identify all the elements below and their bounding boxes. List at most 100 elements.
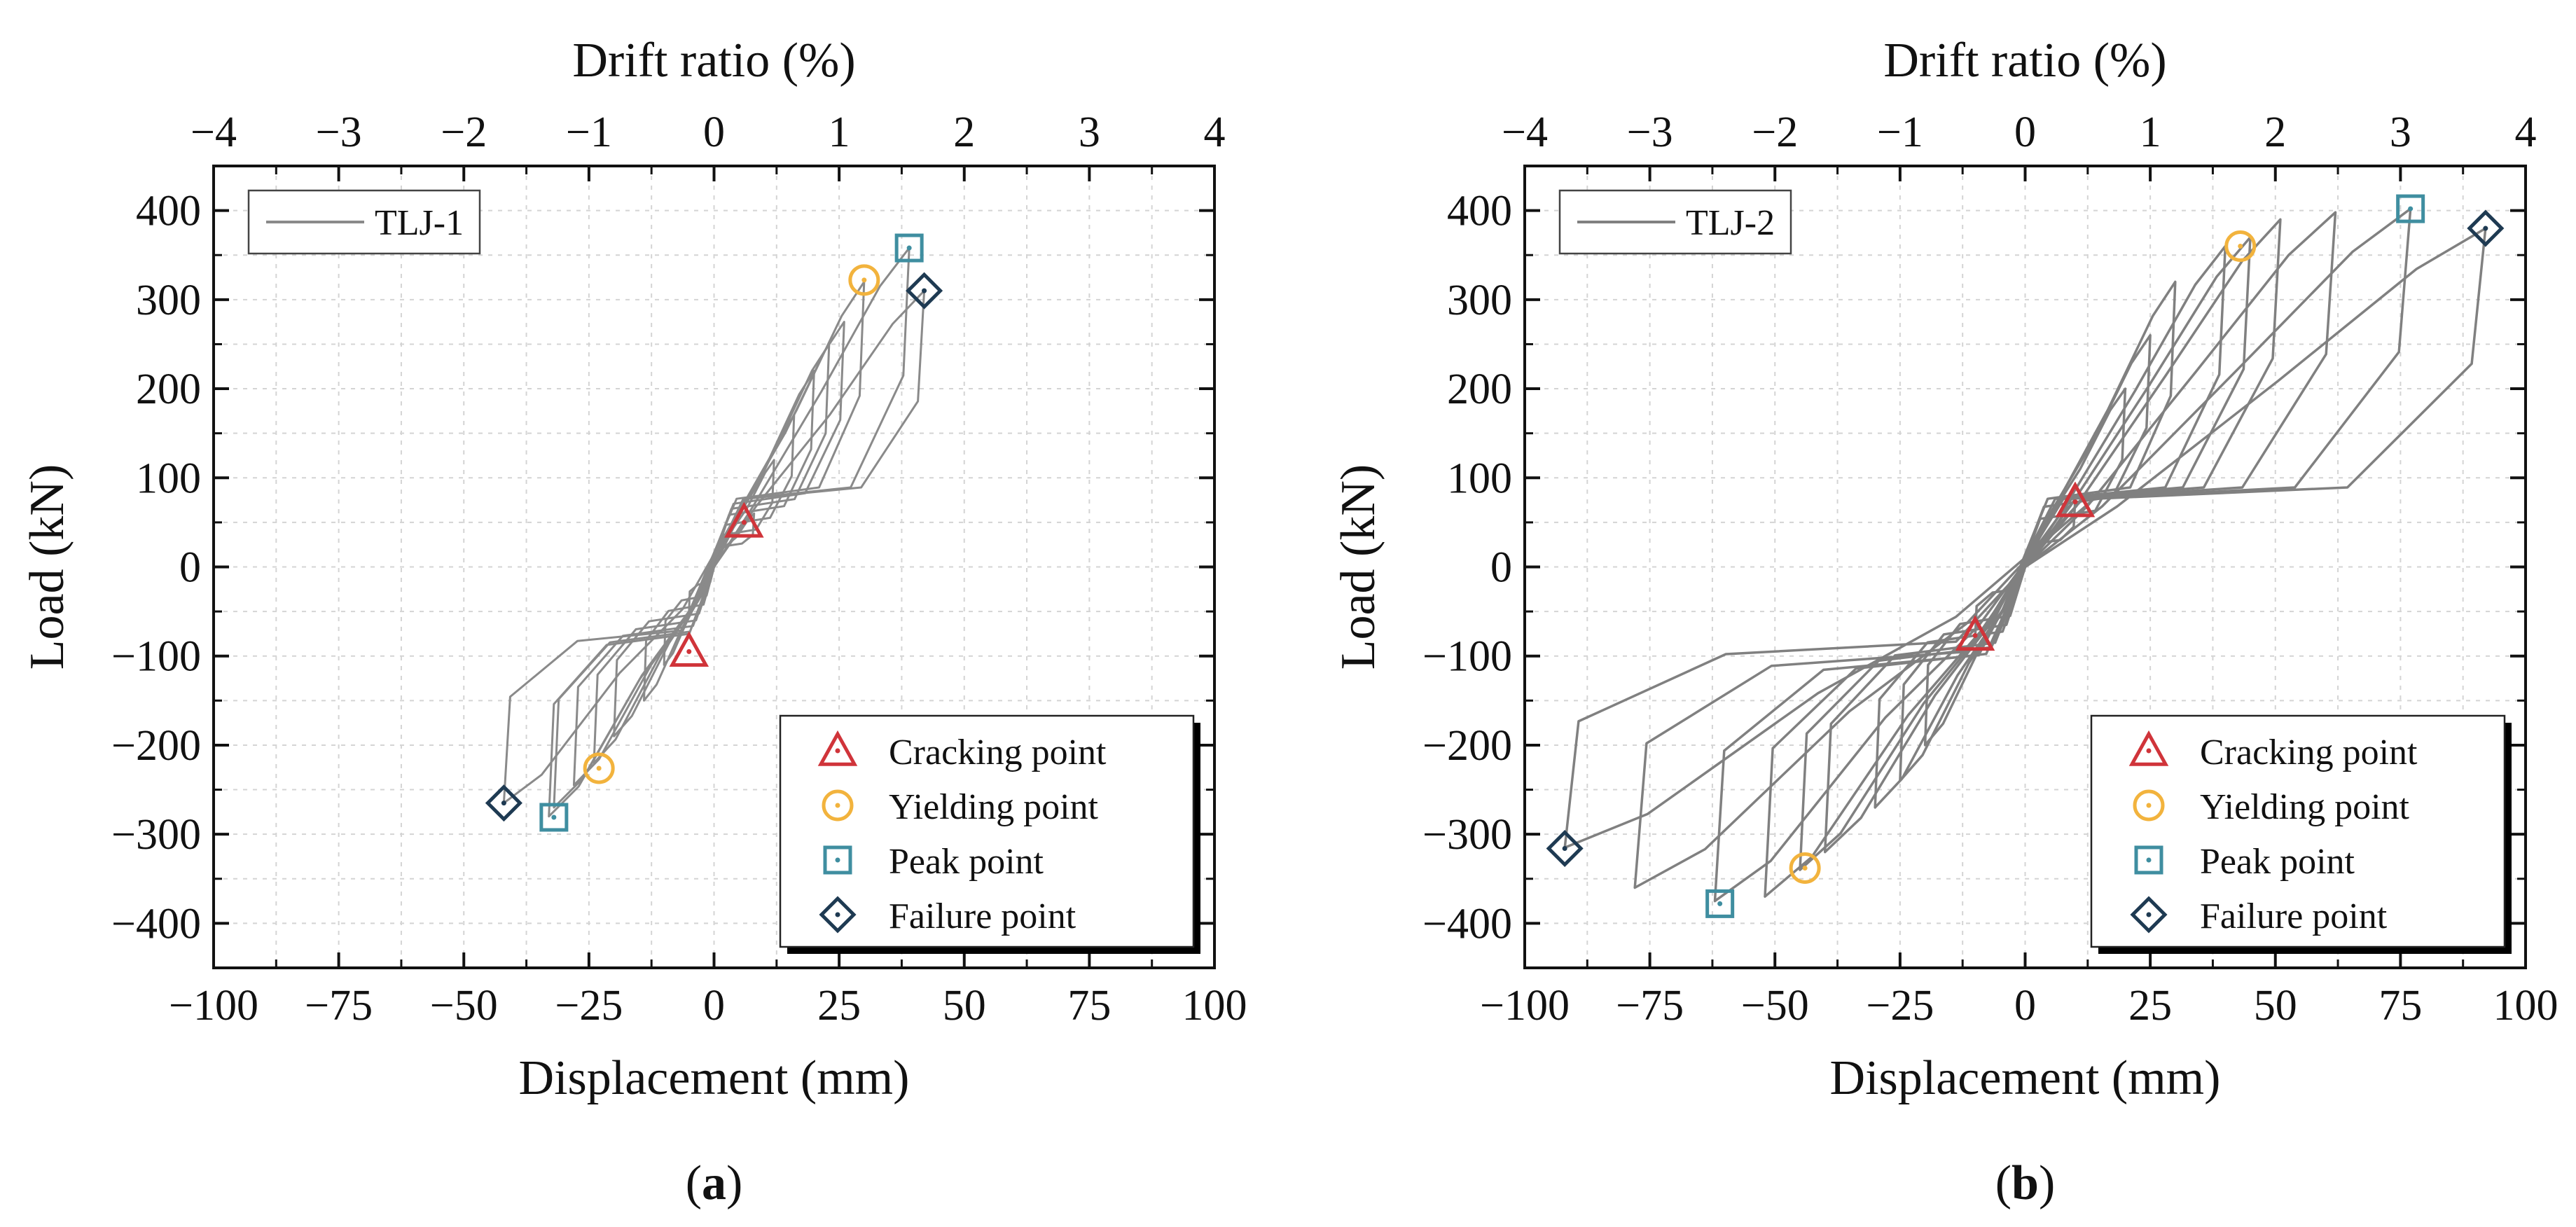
legend-series-label: Peak point: [889, 842, 1044, 882]
triangle-point-marker-dot: [1972, 632, 1978, 638]
x2-tick-label: 4: [2515, 109, 2537, 156]
legend-circle-marker: [2133, 789, 2165, 822]
legend-diamond-marker: [819, 896, 857, 934]
x-tick-label: 100: [2493, 982, 2558, 1030]
legend-curve: TLJ-2: [1558, 189, 1792, 255]
y-tick-label: −100: [1422, 633, 1512, 681]
square-point-marker-shape: [2396, 194, 2425, 223]
x2-axis-title: Drift ratio (%): [572, 34, 855, 88]
circle-point-marker-shape: [583, 752, 615, 784]
x2-tick-label: −1: [566, 109, 612, 156]
x-tick-label: −50: [430, 982, 498, 1030]
diamond-point-marker-shape: [1546, 829, 1584, 868]
triangle-point-marker-shape: [724, 501, 764, 538]
x-tick-label: 50: [943, 982, 986, 1030]
square-point-marker-dot: [2408, 206, 2414, 212]
hysteresis-cycle-9: [502, 289, 926, 805]
legend-series-label: Yielding point: [2200, 787, 2410, 827]
legend-diamond-marker-shape: [2130, 896, 2168, 934]
legend-square-marker: [2134, 845, 2163, 875]
y-tick-label: −300: [111, 811, 201, 859]
series-triangle: [669, 501, 764, 667]
x-tick-label: −100: [1480, 982, 1570, 1030]
diamond-point-marker-shape: [906, 272, 943, 310]
x-tick-label: −25: [1866, 982, 1934, 1030]
circle-point-marker-dot: [2238, 244, 2243, 249]
legend-circle-marker-dot: [835, 803, 840, 808]
x-axis-top: −4 −3 −2 −1 0 1 2 3 4 Drift ratio (%): [191, 34, 1226, 181]
y-tick-label: −200: [111, 722, 201, 770]
legend-curve: TLJ-1: [247, 189, 481, 255]
panel-label-letter: b: [2011, 1156, 2039, 1210]
x2-tick-label: 0: [703, 109, 725, 156]
panel-label-close: ): [2039, 1156, 2055, 1210]
triangle-point-marker: [724, 501, 764, 538]
square-point-marker: [2396, 194, 2425, 223]
panel-label-letter: a: [702, 1156, 726, 1210]
x2-tick-label: −3: [1627, 109, 1673, 156]
square-point-marker-dot: [551, 814, 557, 820]
series-circle: [1789, 230, 2257, 885]
legend-triangle-marker-shape: [817, 730, 858, 766]
circle-point-marker-dot: [861, 277, 867, 283]
diamond-point-marker: [906, 272, 943, 310]
square-point-marker: [539, 803, 569, 832]
x-tick-label: 75: [2378, 982, 2422, 1030]
circle-point-marker: [848, 264, 880, 296]
triangle-point-marker: [669, 631, 709, 667]
x-tick-label: 0: [2014, 982, 2036, 1030]
x-tick-label: 100: [1182, 982, 1247, 1030]
x2-tick-label: −2: [441, 109, 487, 156]
triangle-point-marker-shape: [2055, 481, 2096, 518]
hysteresis-curve: [502, 247, 926, 818]
legend-series-label: Cracking point: [2200, 733, 2418, 772]
panel-label: (a): [686, 1156, 743, 1210]
hysteresis-cycle-10: [1563, 227, 2487, 850]
y-tick-label: −400: [111, 900, 201, 948]
diamond-point-marker-shape: [485, 784, 522, 822]
triangle-point-marker: [2055, 481, 2096, 518]
y-tick-label: 200: [1447, 366, 1512, 413]
x-tick-label: −100: [169, 982, 258, 1030]
square-point-marker-shape: [1705, 889, 1735, 918]
x2-axis-title: Drift ratio (%): [1883, 34, 2166, 88]
y-tick-label: 400: [136, 188, 201, 235]
y-tick-label: 300: [136, 277, 201, 324]
circle-point-marker-shape: [1789, 852, 1821, 885]
x-tick-label: −50: [1741, 982, 1809, 1030]
triangle-point-marker: [1955, 615, 1995, 651]
x-tick-label: 0: [703, 982, 725, 1030]
x2-tick-label: 1: [829, 109, 850, 156]
square-point-marker-dot: [1717, 901, 1723, 906]
legend-series-label: Failure point: [2200, 896, 2388, 936]
x-tick-label: −75: [305, 982, 373, 1030]
x2-tick-label: −2: [1752, 109, 1798, 156]
legend-triangle-marker-dot: [2146, 748, 2152, 754]
hysteresis-cycle-9: [1633, 207, 2412, 889]
x2-tick-label: 1: [2140, 109, 2161, 156]
y-axis-title: Load (kN): [1331, 464, 1385, 670]
x2-tick-label: −3: [316, 109, 362, 156]
legend-triangle-marker-dot: [835, 748, 840, 754]
circle-point-marker-shape: [848, 264, 880, 296]
legend-circle-marker: [822, 789, 854, 822]
x-tick-label: −25: [555, 982, 623, 1030]
diamond-point-marker-dot: [1562, 846, 1567, 852]
legend-diamond-marker-dot: [835, 912, 840, 917]
square-point-marker-dot: [906, 245, 912, 251]
legend-square-marker-dot: [2146, 857, 2152, 863]
x-axis-bottom: −100 −75 −50 −25 0 25 50 75 100 Displacement (mm): [169, 952, 1247, 1105]
legend-square-marker-dot: [835, 857, 840, 863]
x-axis-title: Displacement (mm): [1830, 1051, 2221, 1105]
legend-series-label: Failure point: [889, 896, 1076, 936]
x-axis-title: Displacement (mm): [519, 1051, 910, 1105]
circle-point-marker-dot: [1802, 866, 1808, 871]
series-diamond: [485, 272, 943, 822]
y-tick-label: −200: [1422, 722, 1512, 770]
square-point-marker-shape: [539, 803, 569, 832]
triangle-point-marker-dot: [741, 520, 747, 525]
diamond-point-marker: [485, 784, 522, 822]
legend-square-marker-shape: [823, 845, 852, 875]
legend-square-marker-shape: [2134, 845, 2163, 875]
